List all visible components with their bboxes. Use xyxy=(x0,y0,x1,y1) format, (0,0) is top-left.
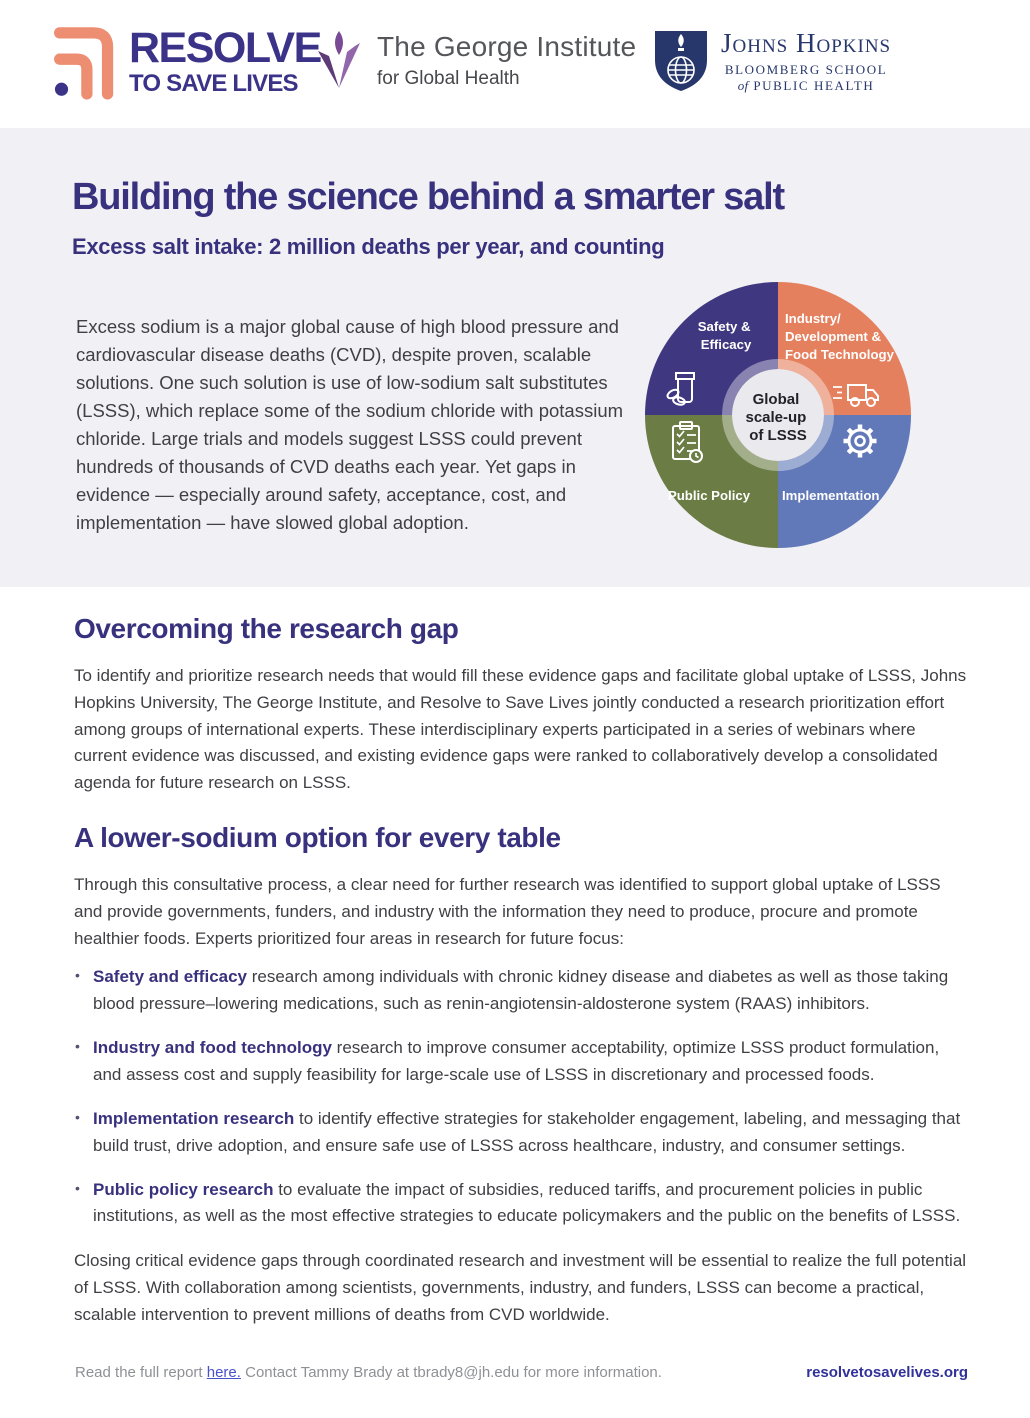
quadrant-implementation xyxy=(778,415,911,548)
diagram-center-label: Global scale-up of LSSS xyxy=(745,391,810,444)
lsss-scaleup-diagram: Global scale-up of LSSS Safety & Efficac… xyxy=(645,282,911,548)
bullet-lead-implementation: Implementation research xyxy=(93,1108,295,1128)
resolve-to-save-lives-logo: RESOLVE TO SAVE LIVES xyxy=(54,24,322,100)
george-name-line2: for Global Health xyxy=(377,67,520,89)
rtsl-corner-icon xyxy=(54,27,114,100)
list-item: Safety and efficacy research among indiv… xyxy=(74,964,968,1018)
jhu-wordmark: Johns Hopkins BLOOMBERG SCHOOL of PUBLIC… xyxy=(721,28,891,94)
footer-note: Read the full report here. Contact Tammy… xyxy=(75,1364,662,1381)
jhu-name-line1: Johns Hopkins xyxy=(721,28,892,58)
bullet-text-implementation: to identify effective strategies for sta… xyxy=(93,1108,961,1155)
list-item: Implementation research to identify effe… xyxy=(74,1106,968,1160)
resolvetosavelives-url[interactable]: resolvetosavelives.org xyxy=(806,1364,968,1381)
jhu-shield-icon xyxy=(655,31,707,91)
center-ring xyxy=(722,359,834,471)
lower-sodium-paragraph: Through this consultative process, a cle… xyxy=(74,874,941,948)
research-priority-list: Safety and efficacy research among indiv… xyxy=(74,964,968,1230)
jhu-name-line2: BLOOMBERG SCHOOL xyxy=(724,62,888,77)
jhu-of-word: of xyxy=(737,78,749,93)
footer-note-after: Contact Tammy Brady at tbrady8@jh.edu fo… xyxy=(240,1364,662,1381)
bullet-text-industry: research to improve consumer acceptabili… xyxy=(93,1038,940,1085)
section-heading-lower-sodium: A lower-sodium option for every table xyxy=(74,822,561,854)
full-report-link[interactable]: here. xyxy=(206,1364,241,1381)
intro-paragraph: Excess sodium is a major global cause of… xyxy=(76,315,624,534)
page-title: Building the science behind a smarter sa… xyxy=(72,176,785,218)
hero-band: Building the science behind a smarter sa… xyxy=(0,128,1030,587)
rtsl-name-line1: RESOLVE xyxy=(129,24,322,73)
bullet-lead-safety: Safety and efficacy xyxy=(93,967,248,987)
closing-paragraph: Closing critical evidence gaps through c… xyxy=(74,1251,967,1325)
jhu-public-health: PUBLIC HEALTH xyxy=(753,78,875,93)
bullet-text-safety: research among individuals with chronic … xyxy=(93,967,949,1014)
page-subtitle: Excess salt intake: 2 million deaths per… xyxy=(72,234,665,259)
quadrant-public-policy xyxy=(645,415,778,548)
johns-hopkins-logo: Johns Hopkins BLOOMBERG SCHOOL of PUBLIC… xyxy=(654,28,891,94)
label-safety-efficacy: Safety & Efficacy xyxy=(698,319,754,352)
label-implementation: Implementation xyxy=(782,488,879,503)
list-item: Industry and food technology research to… xyxy=(74,1035,968,1089)
label-public-policy: Public Policy xyxy=(668,488,751,503)
bullet-lead-policy: Public policy research xyxy=(93,1179,274,1199)
george-institute-logo: The George Institute for Global Health xyxy=(316,30,636,90)
list-item: Public policy research to evaluate the i… xyxy=(74,1177,968,1231)
bullet-lead-industry: Industry and food technology xyxy=(93,1038,332,1058)
jhu-name-line3: of PUBLIC HEALTH xyxy=(721,78,891,94)
rtsl-name-line2: TO SAVE LIVES xyxy=(129,70,299,98)
george-wordmark: The George Institute for Global Health xyxy=(377,31,636,90)
partner-logos-header: RESOLVE TO SAVE LIVES The George Institu… xyxy=(0,0,1030,128)
pill-bottle-icon xyxy=(666,372,695,406)
research-gap-paragraph: To identify and prioritize research need… xyxy=(74,665,967,793)
george-name-line1: The George Institute xyxy=(377,30,637,62)
center-circle xyxy=(732,369,824,461)
page-footer: Read the full report here. Contact Tammy… xyxy=(75,1364,968,1381)
gear-icon xyxy=(843,424,877,458)
footer-note-before: Read the full report xyxy=(75,1364,207,1381)
clipboard-checklist-icon xyxy=(672,421,703,463)
main-content: Overcoming the research gap To identify … xyxy=(0,587,1030,1329)
label-industry-food-technology: Industry/ Development & Food Technology xyxy=(785,311,895,362)
george-institute-icon xyxy=(318,31,360,88)
quadrant-industry-food-technology xyxy=(778,282,911,415)
bullet-text-policy: to evaluate the impact of subsidies, red… xyxy=(93,1179,961,1226)
section-heading-research-gap: Overcoming the research gap xyxy=(74,613,459,644)
rtsl-wordmark: RESOLVE TO SAVE LIVES xyxy=(129,24,322,98)
delivery-truck-icon xyxy=(833,384,879,407)
